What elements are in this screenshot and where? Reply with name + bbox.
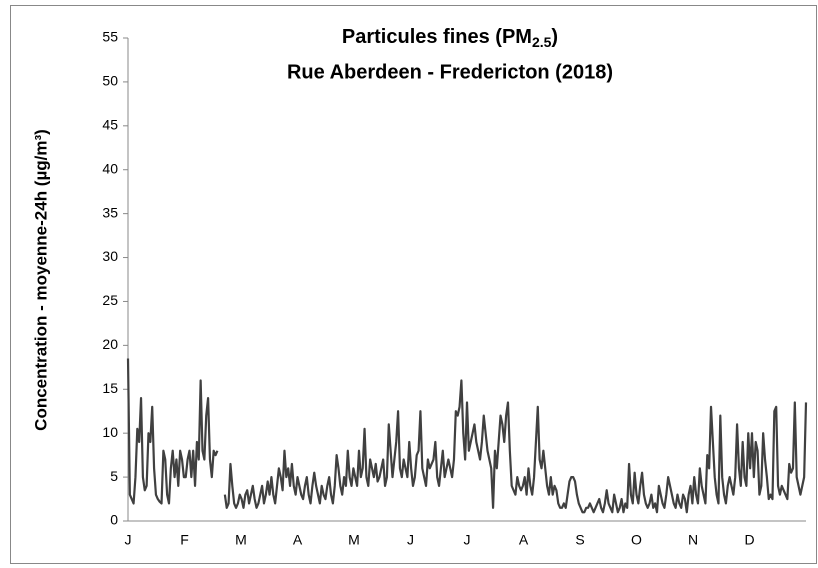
y-tick-label: 25: [102, 292, 118, 308]
data-line: [126, 358, 808, 514]
x-tick-label: A: [519, 532, 529, 548]
y-tick-label: 30: [102, 248, 118, 264]
x-tick-label: S: [575, 532, 584, 548]
x-tick-label: J: [464, 532, 471, 548]
x-tick-label: N: [688, 532, 698, 548]
y-tick-label: 55: [102, 29, 118, 45]
y-tick-label: 15: [102, 380, 118, 396]
y-tick-label: 10: [102, 424, 118, 440]
y-tick-label: 45: [102, 117, 118, 133]
y-tick-label: 5: [110, 468, 118, 484]
x-tick-label: F: [180, 532, 189, 548]
y-tick-label: 35: [102, 204, 118, 220]
y-tick-label: 0: [110, 512, 118, 528]
y-tick-label: 50: [102, 73, 118, 89]
x-tick-label: M: [348, 532, 360, 548]
x-tick-label: M: [235, 532, 247, 548]
x-tick-label: J: [125, 532, 132, 548]
y-tick-label: 20: [102, 336, 118, 352]
chart-title: Particules fines (PM2.5): [342, 26, 558, 49]
x-tick-label: A: [293, 532, 303, 548]
chart-subtitle: Rue Aberdeen - Fredericton (2018): [287, 61, 613, 83]
x-tick-label: O: [631, 532, 642, 548]
y-axis-label: Concentration - moyenne-24h (µg/m³): [31, 129, 50, 431]
y-tick-label: 40: [102, 160, 118, 176]
x-tick-label: D: [744, 532, 754, 548]
chart-frame: [10, 5, 817, 564]
x-tick-label: J: [407, 532, 414, 548]
